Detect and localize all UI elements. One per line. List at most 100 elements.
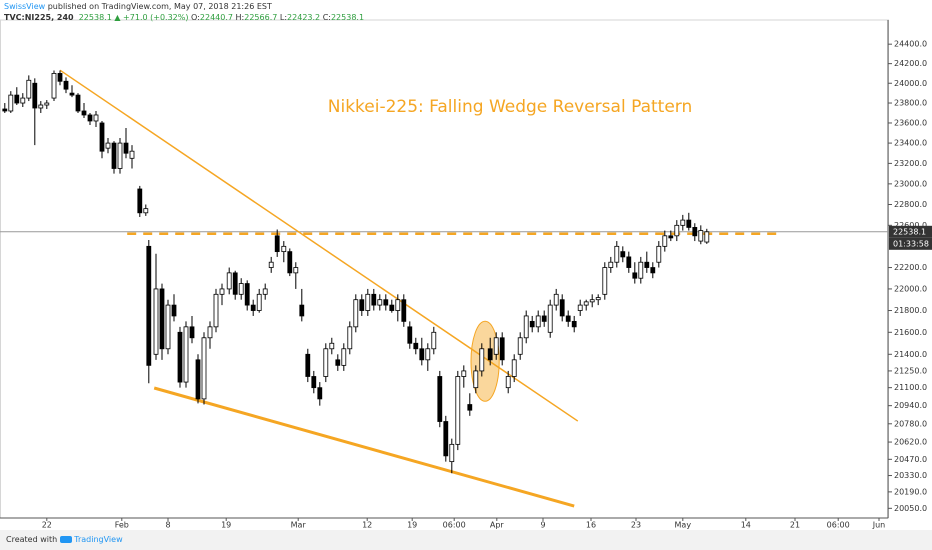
candle-body [571, 320, 577, 328]
y-tick-label: 23400.0 [894, 139, 927, 148]
candle-body [371, 293, 377, 306]
candle-body [407, 326, 413, 344]
x-tick-label: 9 [540, 521, 545, 530]
x-tick-label: 22 [42, 521, 52, 530]
candle-body [704, 231, 710, 243]
candle-body [668, 235, 674, 239]
candle-body [644, 261, 650, 268]
candle-body [577, 304, 583, 311]
candle-body [26, 79, 32, 99]
brand[interactable]: TradingView [74, 535, 123, 544]
candle-body [479, 348, 485, 372]
candle-body [87, 114, 93, 122]
candle-body [413, 342, 419, 350]
y-tick-label: 20190.0 [894, 487, 927, 496]
x-tick-label: 06:00 [443, 521, 466, 530]
candle-body [232, 272, 238, 295]
candle-body [219, 288, 225, 295]
candle-body [105, 142, 111, 149]
y-tick-label: 23800.0 [894, 99, 927, 108]
candle-body [256, 293, 262, 311]
candle-body [123, 142, 129, 154]
candle-body [692, 227, 698, 237]
candle-body [449, 443, 455, 463]
countdown-box [889, 237, 932, 250]
candle-body [425, 348, 431, 361]
candle-body [8, 94, 14, 112]
ohlc-label: C: [322, 13, 331, 22]
candle-body [437, 376, 443, 422]
y-tick-label: 21250.0 [894, 366, 927, 375]
candle-body [389, 304, 395, 311]
candle-body [680, 219, 686, 226]
ohlc-value: 22423.2 [287, 13, 321, 22]
y-tick-label: 22200.0 [894, 263, 927, 272]
y-tick-label: 20050.0 [894, 504, 927, 513]
candle-body [274, 235, 280, 253]
candle-body [153, 288, 159, 355]
y-tick-label: 21100.0 [894, 383, 927, 392]
highlight-ellipse [470, 320, 500, 402]
x-tick-label: 23 [631, 521, 641, 530]
candle-body [565, 315, 571, 322]
candle-body [535, 315, 541, 328]
candle-body [656, 245, 662, 263]
candle-body [335, 359, 341, 366]
candle-body [353, 299, 359, 328]
candle-body [143, 208, 149, 214]
candle-body [311, 376, 317, 389]
candle-body [281, 245, 287, 253]
candle-body [195, 359, 201, 400]
symbol: TVC:NI225, 240 [4, 13, 74, 22]
candle-body [553, 293, 559, 306]
ohlc-label: H: [235, 13, 245, 22]
candle-body [75, 94, 81, 112]
candle-body [177, 331, 183, 383]
candle-body [662, 235, 668, 247]
candle-body [674, 224, 680, 237]
candle-body [541, 315, 547, 322]
candle-body [686, 219, 692, 228]
created: Created with [6, 535, 58, 544]
y-tick-label: 21400.0 [894, 350, 927, 359]
logo [59, 536, 72, 543]
trendline [59, 69, 579, 422]
y-tick-label: 20330.0 [894, 471, 927, 480]
y-tick-label: 21600.0 [894, 328, 927, 337]
candle-body [632, 272, 638, 279]
candle-body [299, 304, 305, 317]
footer: Created with TradingView [6, 535, 123, 544]
symbol-line: TVC:NI225, 240 22538.1 ▲ +71.0 (+0.32%) … [4, 12, 364, 23]
ohlc-value: 22440.7 [199, 13, 233, 22]
candle-body [517, 337, 523, 355]
ohlc-value: 22538.1 [330, 13, 365, 22]
candle-body [244, 283, 250, 306]
candle-body [93, 114, 99, 122]
y-tick-label: 22600.0 [894, 221, 927, 230]
header: SwissView published on TradingView.com, … [4, 1, 364, 23]
x-tick-label: 19 [221, 521, 231, 530]
candle-body [383, 299, 389, 306]
candle-body [698, 230, 704, 242]
candle-body [81, 110, 87, 116]
author[interactable]: SwissView [4, 2, 46, 11]
y-tick-label: 23200.0 [894, 159, 927, 168]
candle-body [395, 299, 401, 311]
candle-body [559, 299, 565, 317]
candle-body [323, 348, 329, 377]
candle-body [287, 251, 293, 274]
candle-body [201, 337, 207, 400]
y-tick-label: 23000.0 [894, 179, 927, 188]
candle-body [250, 304, 256, 311]
countdown: 01:33:58 [893, 239, 929, 248]
x-tick-label: Apr [490, 521, 505, 530]
y-tick-label: 24400.0 [894, 40, 927, 49]
published: published on TradingView.com, May 07, 20… [45, 2, 272, 11]
candle-body [129, 150, 135, 159]
candle-body [32, 82, 38, 109]
publish-line: SwissView published on TradingView.com, … [4, 1, 364, 12]
candle-body [595, 297, 601, 301]
x-tick-label: Jun [872, 521, 886, 530]
